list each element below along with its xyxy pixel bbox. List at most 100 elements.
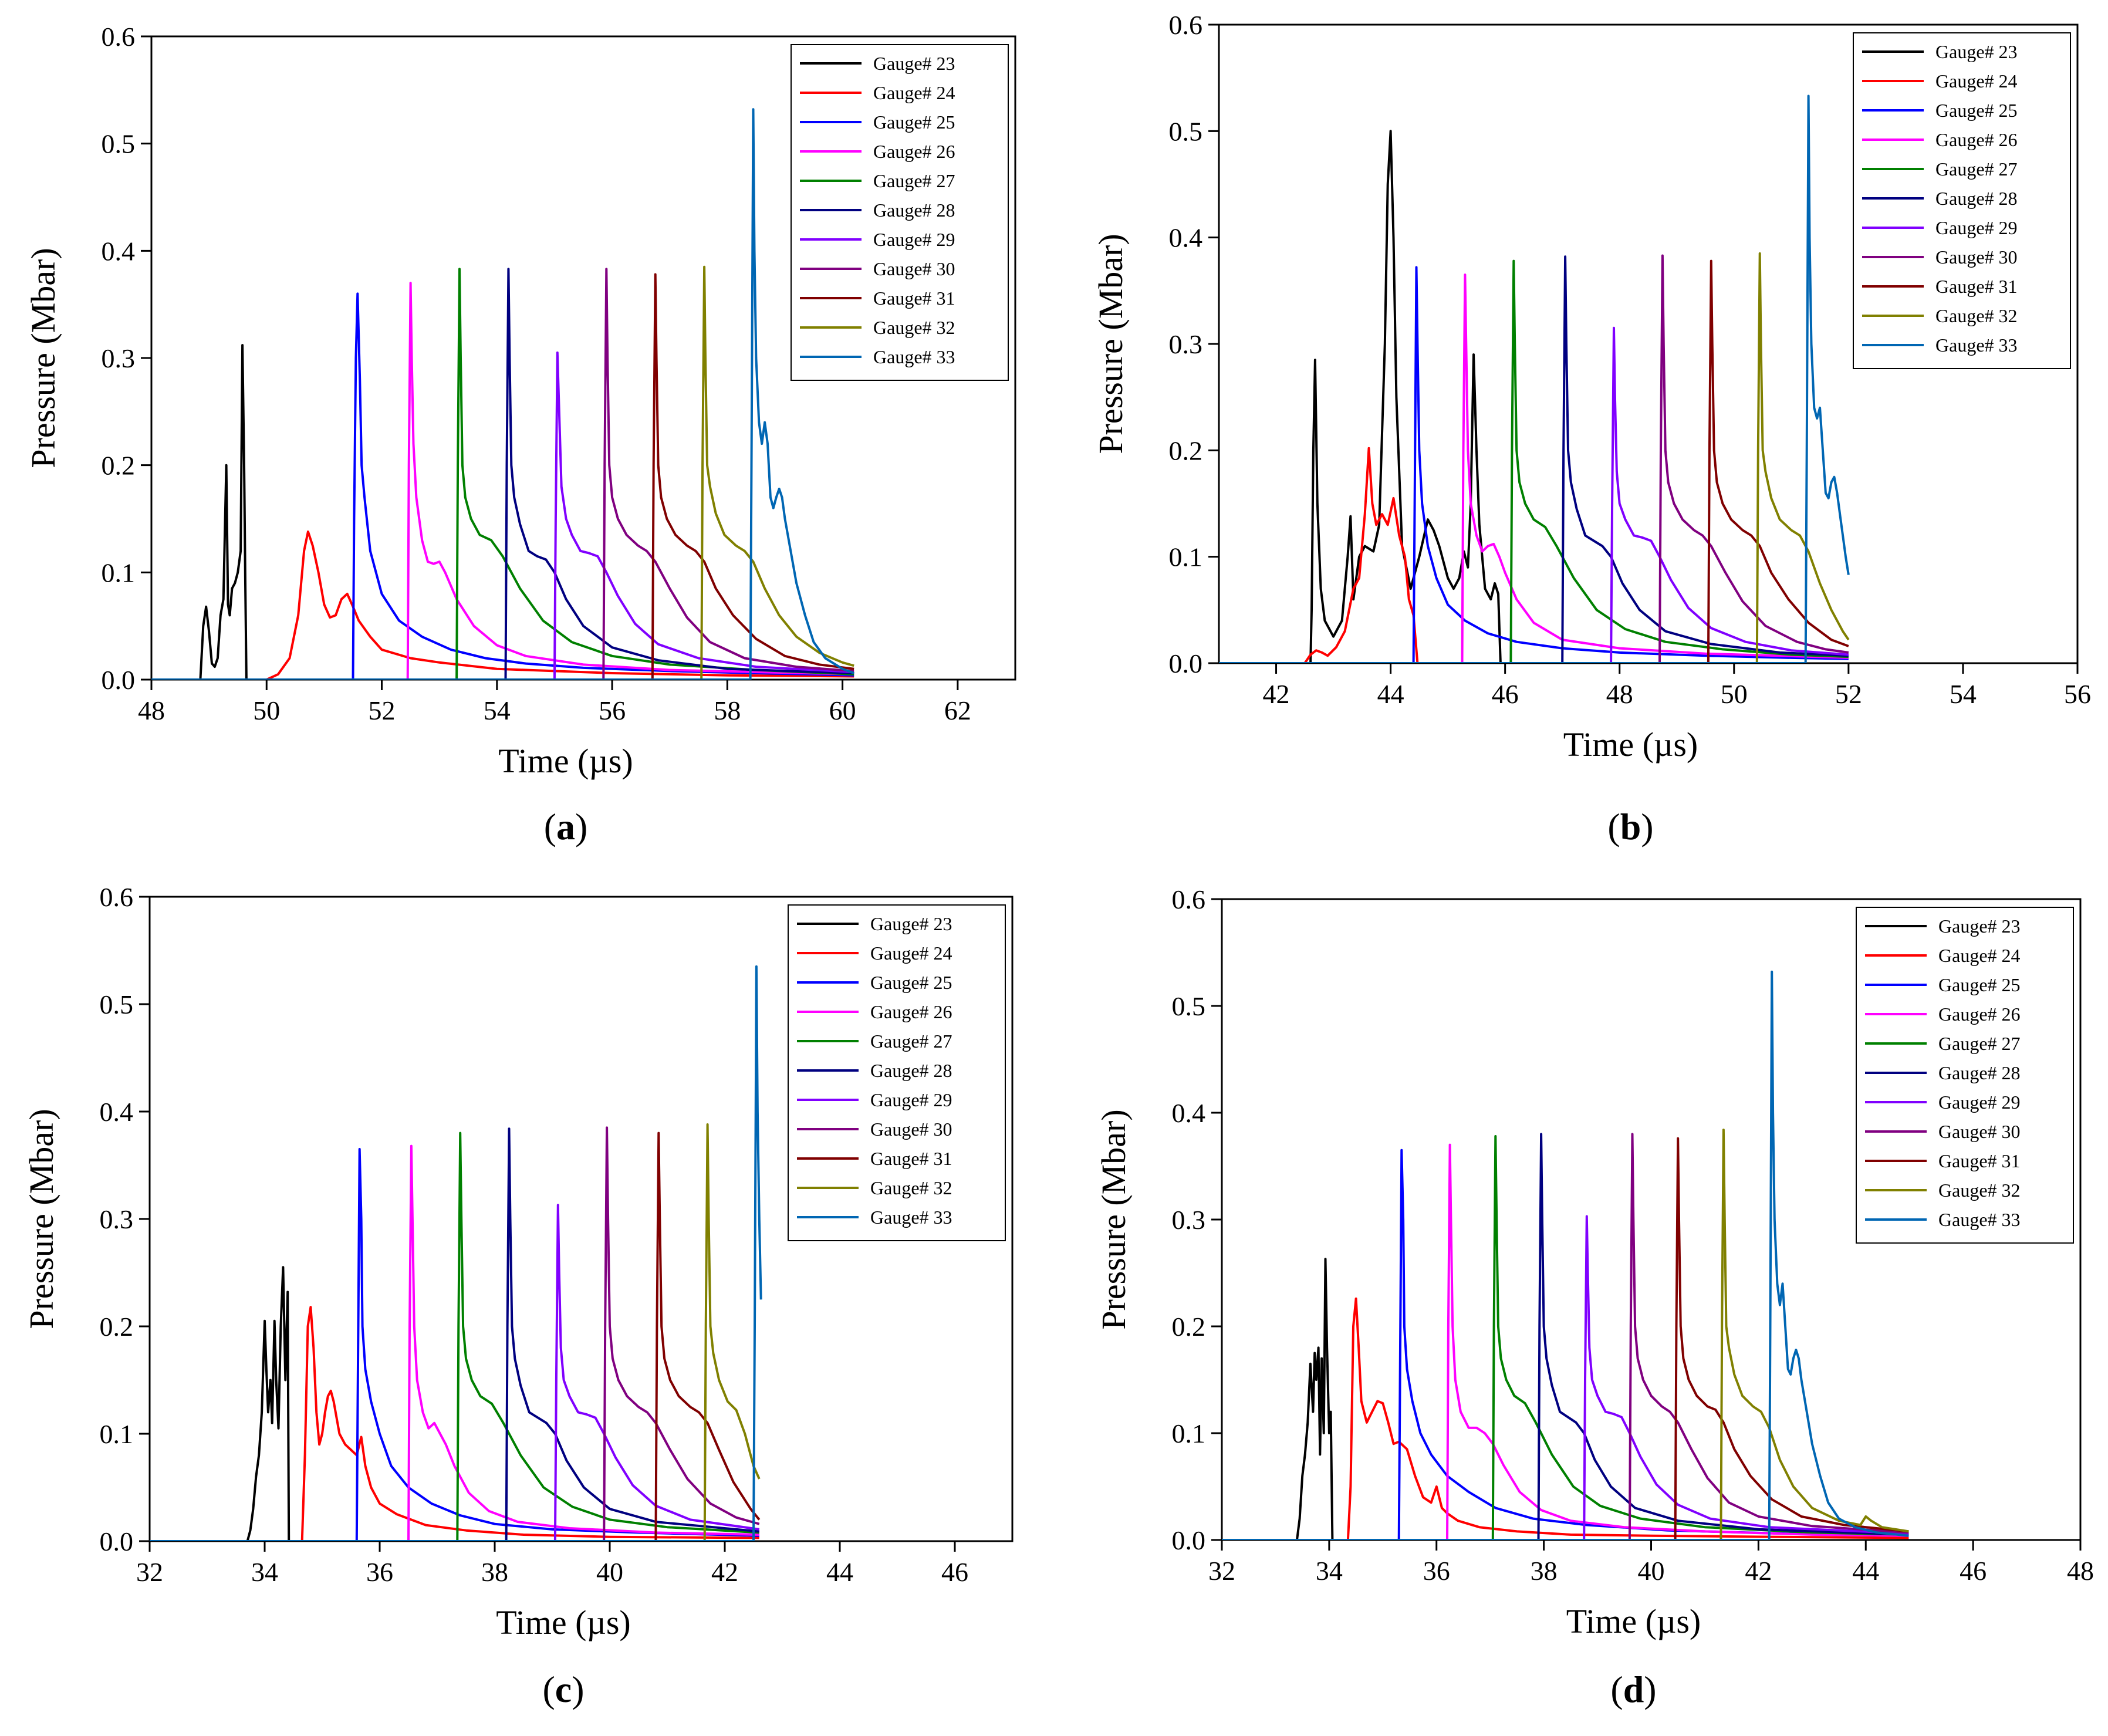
x-tick-label: 50	[253, 695, 280, 725]
y-tick-label: 0.2	[102, 451, 136, 481]
y-axis-title: Pressure (Mbar)	[1094, 1109, 1133, 1329]
legend-label: Gauge# 23	[870, 913, 952, 934]
panel-caption-letter: a	[556, 806, 575, 847]
panel-caption-letter: c	[555, 1669, 572, 1710]
x-axis-title: Time (µs)	[1566, 1602, 1701, 1640]
series-line-gauge-31	[151, 273, 854, 680]
series-line-gauge-27	[150, 1132, 759, 1541]
y-tick-label: 0.2	[1169, 435, 1203, 465]
y-tick-label: 0.3	[1172, 1205, 1206, 1235]
y-axis-title: Pressure (Mbar)	[1092, 234, 1130, 454]
legend-label: Gauge# 30	[870, 1119, 952, 1140]
x-tick-label: 56	[2064, 679, 2091, 709]
series-line-gauge-25	[151, 292, 854, 680]
legend-label: Gauge# 25	[873, 112, 955, 133]
legend-label: Gauge# 29	[1935, 217, 2018, 238]
series-line-gauge-33	[1219, 94, 1850, 663]
x-tick-label: 46	[1960, 1556, 1987, 1586]
y-tick-label: 0.3	[100, 1204, 134, 1234]
x-tick-label: 46	[941, 1557, 968, 1587]
legend-label: Gauge# 27	[870, 1031, 952, 1052]
legend-box	[790, 44, 1009, 381]
legend: Gauge# 23 Gauge# 24 Gauge# 25 Gauge# 26 Gaug…	[1856, 907, 2074, 1244]
legend-label: Gauge# 29	[1938, 1092, 2021, 1113]
series-line-gauge-32	[150, 1123, 761, 1541]
legend-label: Gauge# 27	[1935, 158, 2018, 180]
x-tick-label: 52	[369, 695, 396, 725]
legend-label: Gauge# 29	[870, 1089, 952, 1110]
y-tick-label: 0.2	[100, 1312, 134, 1342]
x-tick-label: 62	[944, 695, 971, 725]
y-tick-label: 0.5	[1169, 116, 1203, 146]
legend-label: Gauge# 23	[1938, 916, 2021, 937]
legend-label: Gauge# 30	[1938, 1121, 2021, 1142]
chart-panel-b: 0.0 0.1 0.2 0.3 0.4 0.5 0.6 42 44 46 48 50 52 54 56 Tim…	[1092, 10, 2091, 847]
series-group	[150, 965, 762, 1541]
series-line-gauge-25	[1222, 1149, 1909, 1540]
x-tick-label: 48	[138, 695, 165, 725]
y-tick-label: 0.0	[1169, 649, 1203, 678]
legend-label: Gauge# 23	[873, 53, 955, 74]
series-line-gauge-30	[150, 1126, 760, 1541]
x-tick-label: 42	[711, 1557, 738, 1587]
series-group	[1222, 970, 1909, 1540]
series-line-gauge-29	[151, 351, 854, 680]
panel-caption: (c)	[542, 1669, 584, 1710]
legend-label: Gauge# 25	[1935, 100, 2018, 121]
chart-panel-a: 0.0 0.1 0.2 0.3 0.4 0.5 0.6 48 50 52 54 56 58 60 62 Tim…	[24, 22, 1016, 847]
legend-label: Gauge# 25	[870, 972, 952, 993]
legend-label: Gauge# 33	[1935, 335, 2018, 356]
legend-label: Gauge# 31	[870, 1148, 952, 1169]
series-line-gauge-27	[1222, 1135, 1909, 1540]
panel-caption-letter: d	[1623, 1669, 1644, 1710]
legend-label: Gauge# 26	[1938, 1004, 2021, 1025]
legend-label: Gauge# 29	[873, 229, 955, 250]
series-line-gauge-30	[1219, 254, 1849, 663]
legend-label: Gauge# 24	[1938, 945, 2021, 966]
y-axis-title: Pressure (Mbar)	[24, 248, 62, 468]
x-tick-label: 48	[2067, 1556, 2094, 1586]
legend-label: Gauge# 32	[1935, 305, 2018, 326]
x-tick-label: 58	[714, 695, 741, 725]
y-tick-label: 0.4	[102, 236, 136, 266]
x-tick-label: 44	[1377, 679, 1404, 709]
series-line-gauge-24	[151, 530, 854, 680]
legend-label: Gauge# 30	[1935, 246, 2018, 268]
series-line-gauge-23	[151, 344, 248, 680]
legend-label: Gauge# 32	[1938, 1180, 2021, 1201]
y-tick-label: 0.3	[102, 343, 136, 373]
series-line-gauge-25	[150, 1148, 759, 1541]
chart-panel-c: 0.0 0.1 0.2 0.3 0.4 0.5 0.6 32 34 36 38 40 42 44 46 Tim…	[22, 882, 1014, 1710]
x-tick-label: 38	[481, 1557, 508, 1587]
legend-label: Gauge# 28	[870, 1060, 952, 1081]
series-line-gauge-29	[150, 1204, 760, 1541]
series-line-gauge-29	[1222, 1215, 1909, 1540]
y-tick-label: 0.4	[1169, 223, 1203, 253]
series-line-gauge-28	[150, 1127, 759, 1541]
legend-label: Gauge# 26	[870, 1001, 952, 1022]
y-tick-label: 0.4	[100, 1097, 134, 1127]
series-line-gauge-28	[1219, 255, 1849, 663]
x-tick-label: 48	[1606, 679, 1633, 709]
series-line-gauge-23	[1222, 1258, 1334, 1540]
x-tick-label: 36	[1423, 1556, 1450, 1586]
x-tick-label: 44	[826, 1557, 853, 1587]
series-line-gauge-32	[151, 265, 854, 680]
x-tick-label: 56	[599, 695, 626, 725]
series-line-gauge-28	[1222, 1133, 1909, 1540]
chart-panel-d: 0.0 0.1 0.2 0.3 0.4 0.5 0.6 32 34 36 38 40 42 44 46 48 T…	[1094, 884, 2094, 1710]
x-tick-label: 42	[1745, 1556, 1772, 1586]
series-line-gauge-31	[1222, 1137, 1909, 1540]
y-tick-label: 0.1	[1169, 542, 1203, 572]
y-tick-label: 0.2	[1172, 1312, 1206, 1342]
legend-label: Gauge# 26	[1935, 129, 2018, 150]
x-tick-label: 54	[1950, 679, 1977, 709]
x-tick-label: 54	[484, 695, 511, 725]
y-tick-label: 0.6	[1172, 884, 1206, 914]
y-tick-label: 0.0	[102, 665, 136, 695]
series-line-gauge-31	[1219, 259, 1849, 663]
legend-label: Gauge# 32	[873, 317, 955, 338]
legend-box	[1853, 32, 2071, 369]
series-line-gauge-24	[1222, 1297, 1909, 1540]
